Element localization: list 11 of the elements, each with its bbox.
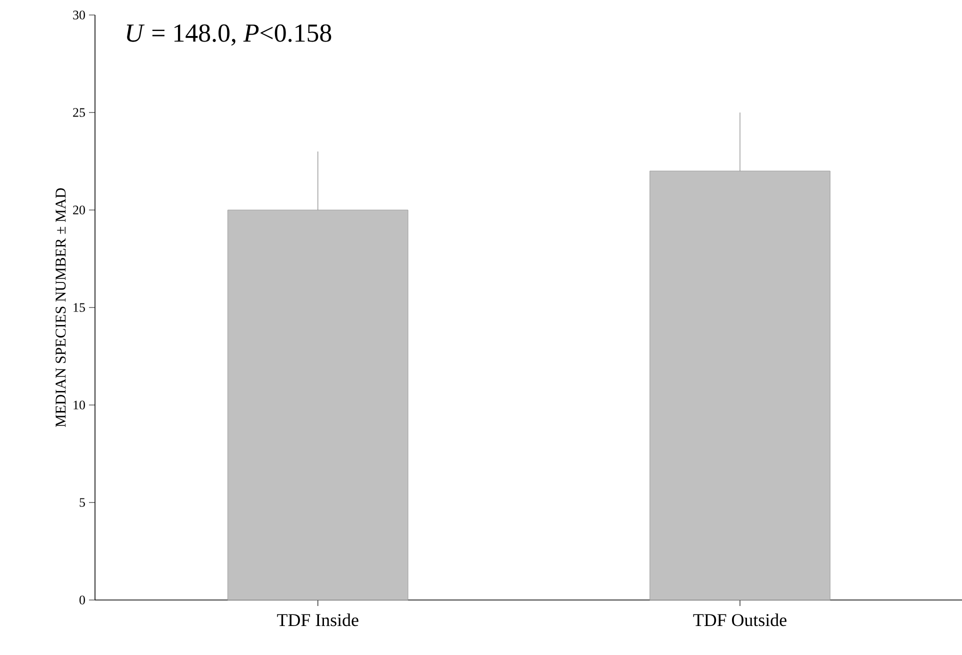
y-tick-label: 30	[73, 10, 85, 20]
y-tick-label: 25	[73, 108, 85, 117]
y-axis-title: MEDIAN SPECIES NUMBER ± MAD	[56, 188, 66, 427]
x-tick-label: TDF Outside	[693, 614, 786, 626]
x-tick-label: TDF Inside	[277, 614, 358, 626]
y-tick-label: 10	[74, 400, 85, 410]
y-tick-label: 5	[80, 498, 85, 507]
annotation: U = 148.0, P<0.158	[126, 24, 332, 46]
y-tick-label: 0	[80, 596, 85, 604]
y-tick-label: 15	[74, 303, 85, 312]
y-tick-label: 20	[73, 206, 85, 214]
